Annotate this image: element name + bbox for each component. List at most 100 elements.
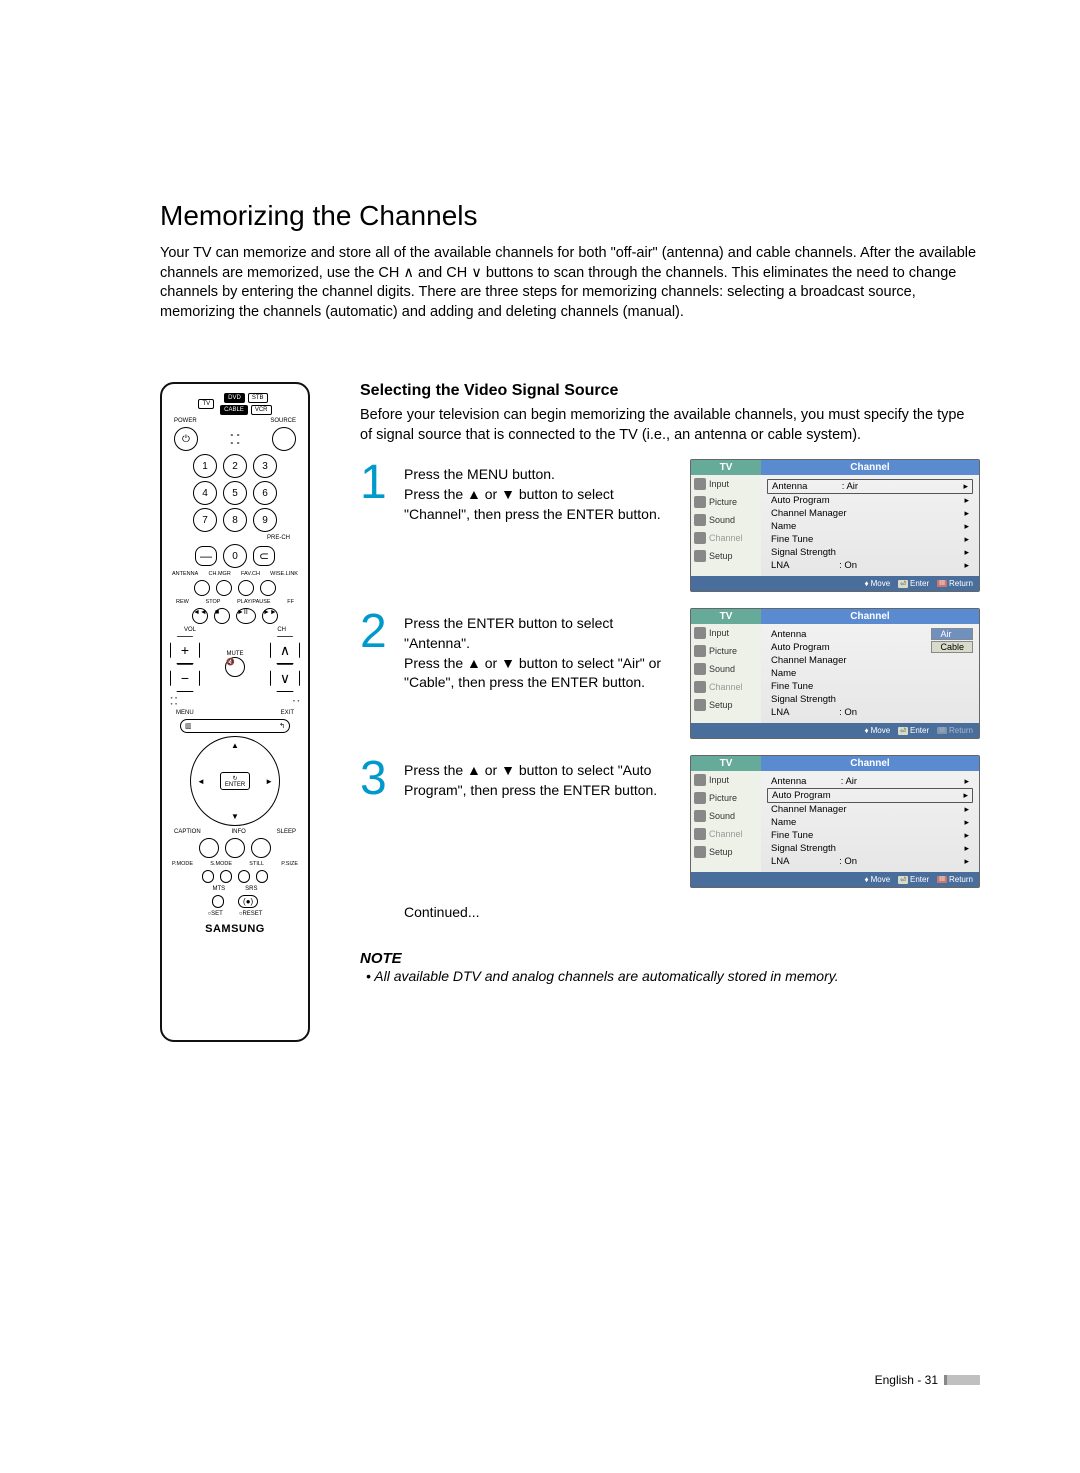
- key-1[interactable]: 1: [193, 454, 217, 478]
- sleep-button[interactable]: [251, 838, 271, 858]
- page-footer: English - 31: [875, 1373, 980, 1387]
- rew-label: REW: [176, 599, 189, 605]
- wiselink-label: WISE.LINK: [270, 571, 298, 577]
- nav-left-icon[interactable]: ◄: [197, 777, 205, 786]
- mts-label: MTS: [212, 886, 225, 892]
- stop-button[interactable]: ■: [214, 608, 230, 624]
- vol-down-button[interactable]: −: [170, 664, 200, 692]
- osd1-side-channel: Channel: [691, 529, 761, 547]
- osd1-side-picture: Picture: [691, 493, 761, 511]
- psize-button[interactable]: [256, 870, 268, 883]
- osd1-name-line: Name▸: [767, 520, 973, 533]
- remote-illustration: TV DVD STB CABLE VCR POWER SOURC: [160, 382, 310, 1042]
- antenna-button[interactable]: [194, 580, 210, 596]
- osd1-sig-line: Signal Strength▸: [767, 546, 973, 559]
- favch-button[interactable]: [238, 580, 254, 596]
- osd3-name-line: Name▸: [767, 816, 973, 829]
- dash-button[interactable]: —: [195, 546, 217, 566]
- nav-right-icon[interactable]: ►: [265, 777, 273, 786]
- nav-up-icon[interactable]: ▲: [231, 741, 239, 750]
- osd2-side-setup: Setup: [691, 696, 761, 714]
- menu-exit-bar[interactable]: ▥↰: [180, 719, 290, 733]
- mts-button[interactable]: [212, 895, 224, 908]
- remote-cable-button[interactable]: CABLE: [220, 405, 248, 415]
- osd1-mgr-line: Channel Manager▸: [767, 507, 973, 520]
- osd2-tv: TV: [691, 609, 761, 624]
- rew-button[interactable]: ◄◄: [192, 608, 208, 624]
- ch-down-button[interactable]: ∨: [270, 664, 300, 692]
- osd3-title: Channel: [761, 756, 979, 771]
- osd3-side-setup: Setup: [691, 843, 761, 861]
- osd3-tv: TV: [691, 756, 761, 771]
- prech-button[interactable]: ⊂: [253, 546, 275, 566]
- remote-tv-button[interactable]: TV: [198, 399, 214, 409]
- osd2-footer-return: III Return: [937, 726, 973, 735]
- key-2[interactable]: 2: [223, 454, 247, 478]
- osd-screenshot-2: TVChannel Input Picture Sound Channel Se…: [690, 608, 980, 739]
- osd1-footer-move: ♦ Move: [864, 579, 890, 588]
- osd2-sig-line: Signal Strength: [767, 693, 973, 706]
- mute-button[interactable]: 🔇: [225, 657, 245, 677]
- play-label: PLAY/PAUSE: [237, 599, 270, 605]
- info-button[interactable]: [225, 838, 245, 858]
- osd2-lna-line: LNA : On: [767, 706, 973, 719]
- source-button[interactable]: [272, 427, 296, 451]
- wiselink-button[interactable]: [260, 580, 276, 596]
- key-8[interactable]: 8: [223, 508, 247, 532]
- osd2-side-channel: Channel: [691, 678, 761, 696]
- osd3-footer-return: III Return: [937, 875, 973, 884]
- play-button[interactable]: ►II: [236, 608, 256, 624]
- key-5[interactable]: 5: [223, 481, 247, 505]
- source-label: SOURCE: [270, 418, 296, 424]
- input-icon: [694, 478, 706, 490]
- key-4[interactable]: 4: [193, 481, 217, 505]
- osd3-lna-line: LNA : On▸: [767, 855, 973, 868]
- osd2-footer-move: ♦ Move: [864, 726, 890, 735]
- ch-up-button[interactable]: ∧: [270, 636, 300, 664]
- power-button[interactable]: ⏻: [174, 427, 198, 451]
- osd2-opt-air: Air: [931, 628, 973, 640]
- menu-label: MENU: [176, 710, 194, 716]
- osd-screenshot-1: TVChannel Input Picture Sound Channel Se…: [690, 459, 980, 592]
- still-button[interactable]: [238, 870, 250, 883]
- nav-ring[interactable]: ▲ ▼ ◄ ► ↻ENTER: [190, 736, 280, 826]
- key-7[interactable]: 7: [193, 508, 217, 532]
- ff-button[interactable]: ►►: [262, 608, 278, 624]
- pmode-button[interactable]: [202, 870, 214, 883]
- osd3-side-sound: Sound: [691, 807, 761, 825]
- step-3-number: 3: [360, 755, 394, 803]
- enter-button[interactable]: ↻ENTER: [220, 772, 250, 790]
- page-intro: Your TV can memorize and store all of th…: [160, 244, 980, 322]
- chmgr-button[interactable]: [216, 580, 232, 596]
- osd1-lna-line: LNA : On▸: [767, 559, 973, 572]
- remote-dvd-button[interactable]: DVD: [224, 393, 245, 403]
- prech-label: PRE-CH: [267, 535, 290, 541]
- step-3-text: Press the ▲ or ▼ button to select "Auto …: [404, 755, 680, 800]
- step-2: 2 Press the ENTER button to select "Ante…: [360, 608, 980, 739]
- ff-label: FF: [287, 599, 294, 605]
- smode-button[interactable]: [220, 870, 232, 883]
- osd3-fine-line: Fine Tune▸: [767, 829, 973, 842]
- remote-vcr-button[interactable]: VCR: [251, 405, 272, 415]
- note-title: NOTE: [360, 950, 980, 967]
- srs-button[interactable]: (●): [238, 895, 258, 908]
- key-9[interactable]: 9: [253, 508, 277, 532]
- ch-label: CH: [277, 627, 286, 633]
- osd2-fine-line: Fine Tune: [767, 680, 973, 693]
- info-label: INFO: [231, 829, 245, 835]
- reset-label: RESET: [242, 911, 262, 917]
- srs-label: SRS: [245, 886, 257, 892]
- osd1-auto-line: Auto Program▸: [767, 494, 973, 507]
- osd1-title: Channel: [761, 460, 979, 475]
- chmgr-label: CH.MGR: [208, 571, 230, 577]
- key-0[interactable]: 0: [223, 544, 247, 568]
- vol-up-button[interactable]: +: [170, 636, 200, 664]
- remote-stb-button[interactable]: STB: [248, 393, 268, 403]
- key-3[interactable]: 3: [253, 454, 277, 478]
- psize-label: P.SIZE: [281, 861, 298, 867]
- nav-down-icon[interactable]: ▼: [231, 812, 239, 821]
- step-1-text: Press the MENU button. Press the ▲ or ▼ …: [404, 459, 680, 524]
- osd1-antenna-line: Antenna : Air▸: [767, 479, 973, 494]
- key-6[interactable]: 6: [253, 481, 277, 505]
- caption-button[interactable]: [199, 838, 219, 858]
